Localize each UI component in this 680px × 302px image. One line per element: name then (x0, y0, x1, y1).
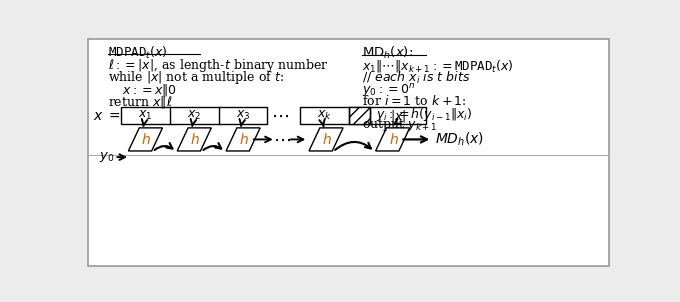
Text: $x := x\|0$: $x := x\|0$ (122, 82, 177, 98)
Text: $x_k$: $x_k$ (317, 109, 332, 122)
Text: $\ell := |x|$, as length-$t$ binary number: $\ell := |x|$, as length-$t$ binary numb… (108, 57, 329, 74)
Text: return $x\|\ell$: return $x\|\ell$ (108, 94, 173, 110)
Text: $y_i := h(y_{i-1}\|x_i)$: $y_i := h(y_{i-1}\|x_i)$ (377, 105, 473, 123)
Text: $x_3$: $x_3$ (236, 109, 250, 122)
Text: $h$: $h$ (388, 132, 398, 147)
Text: while $|x|$ not a multiple of $t$:: while $|x|$ not a multiple of $t$: (108, 69, 284, 86)
Text: $\cdots$: $\cdots$ (271, 107, 289, 124)
Text: $|x|$: $|x|$ (390, 108, 406, 124)
Text: $//\ \mathit{each}\ x_i\ \mathit{is}\ t\ \mathit{bits}$: $//\ \mathit{each}\ x_i\ \mathit{is}\ t\… (362, 70, 471, 86)
Text: $\mathtt{MDPAD}_t(x)$: $\mathtt{MDPAD}_t(x)$ (108, 45, 168, 61)
Text: $x_1\|\cdots\|x_{k+1} := \mathtt{MDPAD}_t(x)$: $x_1\|\cdots\|x_{k+1} := \mathtt{MDPAD}_… (362, 58, 514, 74)
Text: $\cdots$: $\cdots$ (273, 130, 291, 148)
Bar (122, 107, 267, 124)
Polygon shape (226, 128, 260, 151)
Polygon shape (177, 128, 211, 151)
Text: output $y_{k+1}$: output $y_{k+1}$ (362, 117, 438, 133)
Polygon shape (309, 128, 343, 151)
Text: $h$: $h$ (190, 132, 200, 147)
Text: $x\ =$: $x\ =$ (92, 108, 120, 123)
Text: $h$: $h$ (141, 132, 151, 147)
Bar (301, 107, 426, 124)
Polygon shape (129, 128, 163, 151)
Text: $x_2$: $x_2$ (187, 109, 201, 122)
Text: $\mathit{MD}_h(x)$: $\mathit{MD}_h(x)$ (435, 131, 484, 148)
Text: $\mathrm{MD}_h(x)$:: $\mathrm{MD}_h(x)$: (362, 45, 413, 61)
Text: $h$: $h$ (239, 132, 249, 147)
Text: for $i = 1$ to $k + 1$:: for $i = 1$ to $k + 1$: (362, 94, 467, 108)
Polygon shape (375, 128, 410, 151)
Bar (348, 107, 370, 124)
Text: $h$: $h$ (322, 132, 332, 147)
Text: $y_0$: $y_0$ (99, 150, 114, 164)
Text: $x_1$: $x_1$ (138, 109, 153, 122)
Text: $y_0 := 0^n$: $y_0 := 0^n$ (362, 82, 415, 99)
